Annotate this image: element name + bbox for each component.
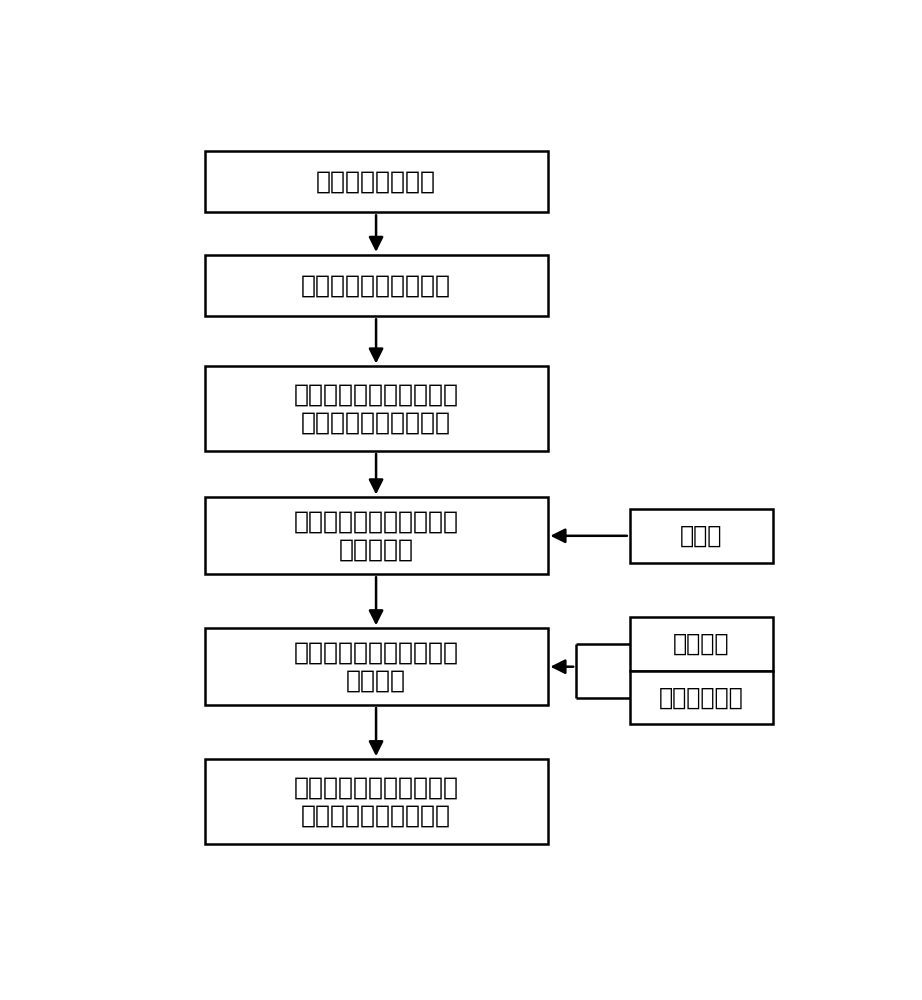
- Text: 相轨迹图: 相轨迹图: [673, 632, 729, 656]
- Text: 得到齿轮传动系统稳定运
动参数区间，优化设计: 得到齿轮传动系统稳定运 动参数区间，优化设计: [293, 776, 458, 827]
- Bar: [205, 151, 548, 212]
- Bar: [205, 366, 548, 451]
- Bar: [205, 628, 548, 705]
- Text: 庞加莱映射图: 庞加莱映射图: [659, 686, 743, 710]
- Text: 提取单变量时系统稳定运
动参数区间: 提取单变量时系统稳定运 动参数区间: [293, 510, 458, 562]
- Bar: [630, 617, 773, 671]
- Bar: [205, 497, 548, 574]
- Bar: [630, 509, 773, 563]
- Bar: [205, 255, 548, 316]
- Text: 分岔图: 分岔图: [680, 524, 722, 548]
- Text: 建立重载与偏载齿轮传动
系统非线性动力学模型: 建立重载与偏载齿轮传动 系统非线性动力学模型: [293, 383, 458, 435]
- Text: 计算传动轴的弯曲变形: 计算传动轴的弯曲变形: [301, 274, 451, 298]
- Bar: [205, 759, 548, 844]
- Text: 判断多变量耦合作用下系
统稳定性: 判断多变量耦合作用下系 统稳定性: [293, 641, 458, 693]
- Bar: [630, 671, 773, 724]
- Text: 提炼内外激励因素: 提炼内外激励因素: [316, 170, 436, 194]
